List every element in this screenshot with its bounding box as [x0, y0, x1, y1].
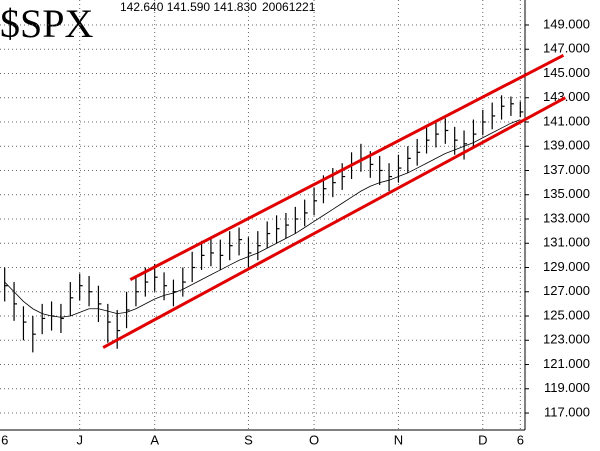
y-tick-label: 141.000	[543, 113, 590, 128]
y-tick-label: 121.000	[543, 356, 590, 371]
y-tick-label: 129.000	[543, 259, 590, 274]
x-tick-label: O	[309, 432, 319, 447]
y-tick-label: 133.000	[543, 210, 590, 225]
chart-title: $SPX	[0, 1, 93, 46]
y-tick-label: 125.000	[543, 307, 590, 322]
x-tick-label: 6	[1, 432, 8, 447]
y-tick-label: 117.000	[544, 404, 590, 419]
y-tick-label: 123.000	[543, 332, 590, 347]
x-tick-label: N	[394, 432, 403, 447]
y-tick-label: 143.000	[543, 89, 590, 104]
x-tick-label: A	[150, 432, 159, 447]
x-tick-label: 6	[517, 432, 524, 447]
y-tick-label: 145.000	[543, 65, 590, 80]
y-tick-label: 135.000	[543, 186, 590, 201]
x-tick-label: J	[76, 432, 83, 447]
y-tick-label: 127.000	[543, 283, 590, 298]
x-tick-label: S	[244, 432, 253, 447]
y-tick-label: 147.000	[543, 41, 590, 56]
channel-line	[129, 53, 565, 281]
moving-average	[4, 119, 521, 318]
y-tick-label: 139.000	[543, 138, 590, 153]
channel-line	[102, 96, 567, 349]
y-tick-label: 137.000	[543, 162, 590, 177]
y-tick-label: 149.000	[543, 16, 590, 31]
ohlc-readout: 142.640 141.590 141.830	[120, 0, 257, 14]
y-tick-label: 131.000	[543, 235, 590, 250]
x-tick-label: D	[478, 432, 487, 447]
y-tick-label: 119.000	[544, 380, 590, 395]
date-readout: 20061221	[262, 0, 316, 14]
